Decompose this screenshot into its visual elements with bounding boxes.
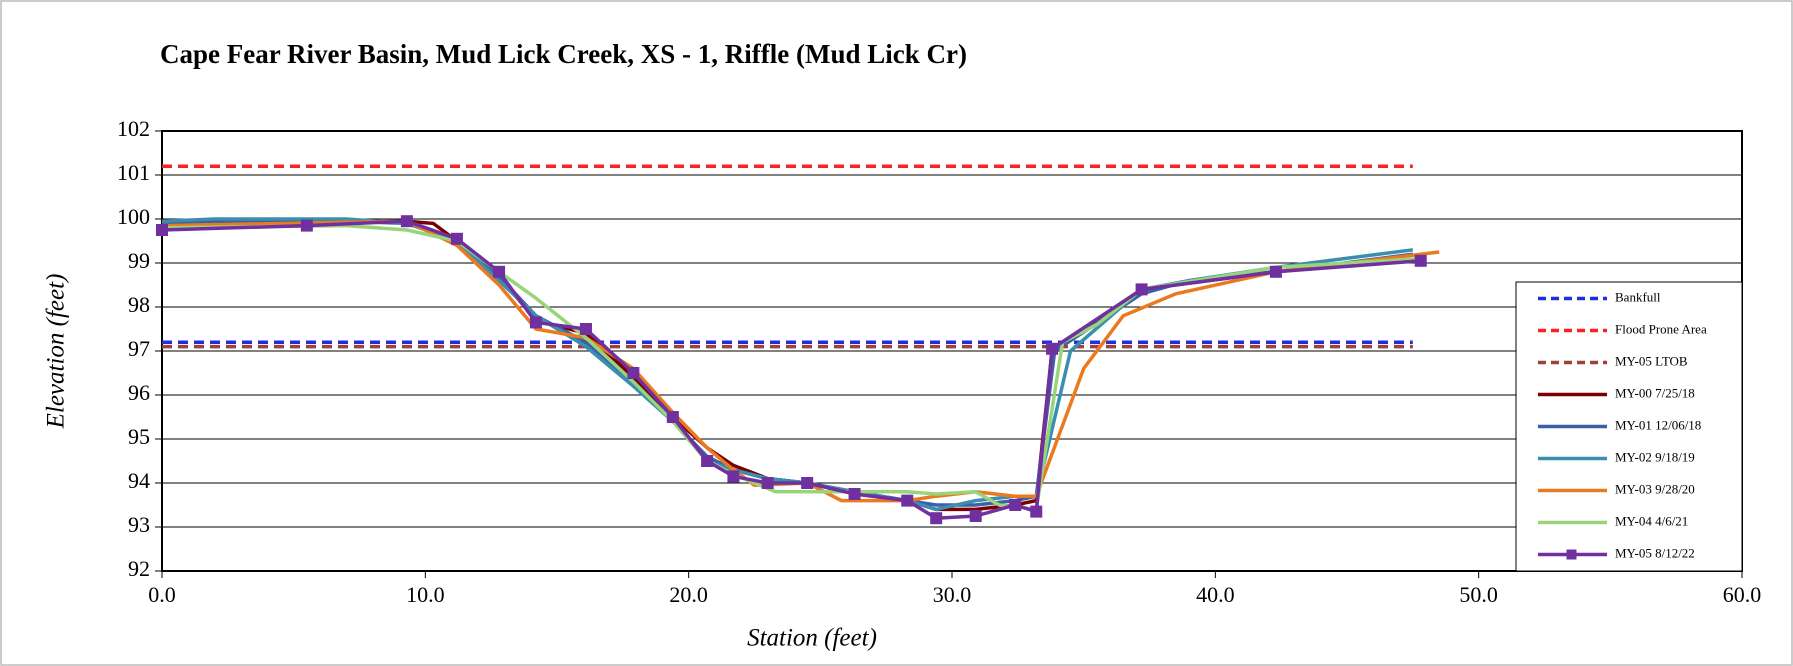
legend-label: MY-05 LTOB [1615, 353, 1688, 368]
legend-label: MY-05 8/12/22 [1615, 545, 1695, 560]
point-marker [400, 215, 413, 228]
y-tick-label: 98 [128, 292, 150, 317]
legend-marker [1566, 549, 1577, 560]
point-marker [801, 477, 814, 489]
point-marker [930, 512, 943, 525]
legend-label: MY-00 7/25/18 [1615, 385, 1695, 400]
y-tick-label: 96 [128, 380, 150, 405]
point-marker [701, 455, 714, 467]
point-marker [1414, 254, 1427, 267]
point-marker [450, 232, 463, 245]
y-tick-label: 94 [128, 468, 150, 493]
point-marker [627, 367, 640, 379]
y-tick-label: 97 [128, 336, 150, 361]
point-marker [300, 219, 313, 232]
point-marker [156, 224, 168, 236]
point-marker [1030, 505, 1043, 518]
legend-label: MY-04 4/6/21 [1615, 513, 1688, 528]
x-tick-label: 10.0 [406, 582, 445, 607]
y-tick-label: 92 [128, 556, 150, 581]
x-axis-label: Station (feet) [747, 625, 877, 652]
point-marker [666, 411, 679, 423]
y-tick-label: 100 [117, 204, 150, 229]
point-marker [761, 477, 774, 489]
y-axis-label: Elevation (feet) [43, 274, 70, 430]
point-marker [1046, 342, 1059, 355]
x-tick-label: 50.0 [1459, 582, 1498, 607]
point-marker [969, 510, 982, 522]
point-marker [529, 316, 542, 329]
point-marker [1009, 499, 1022, 511]
x-tick-label: 30.0 [933, 582, 972, 607]
y-tick-label: 101 [117, 160, 150, 185]
y-tick-label: 95 [128, 424, 150, 449]
x-tick-label: 40.0 [1196, 582, 1235, 607]
x-tick-label: 20.0 [669, 582, 708, 607]
point-marker [848, 488, 861, 500]
point-marker [1269, 265, 1282, 278]
y-tick-label: 93 [128, 512, 150, 537]
legend-label: MY-01 12/06/18 [1615, 417, 1701, 432]
legend-label: MY-02 9/18/19 [1615, 449, 1695, 464]
y-tick-label: 99 [128, 248, 150, 273]
point-marker [1135, 283, 1148, 296]
y-tick-label: 102 [117, 116, 150, 141]
point-marker [901, 494, 914, 507]
x-tick-label: 60.0 [1723, 582, 1762, 607]
x-tick-label: 0.0 [148, 582, 176, 607]
legend-label: Flood Prone Area [1615, 321, 1707, 336]
point-marker [579, 323, 592, 335]
legend-label: MY-03 9/28/20 [1615, 481, 1695, 496]
legend-label: Bankfull [1615, 289, 1661, 304]
point-marker [493, 265, 506, 278]
point-marker [727, 470, 740, 483]
chart-title: Cape Fear River Basin, Mud Lick Creek, X… [160, 39, 967, 69]
